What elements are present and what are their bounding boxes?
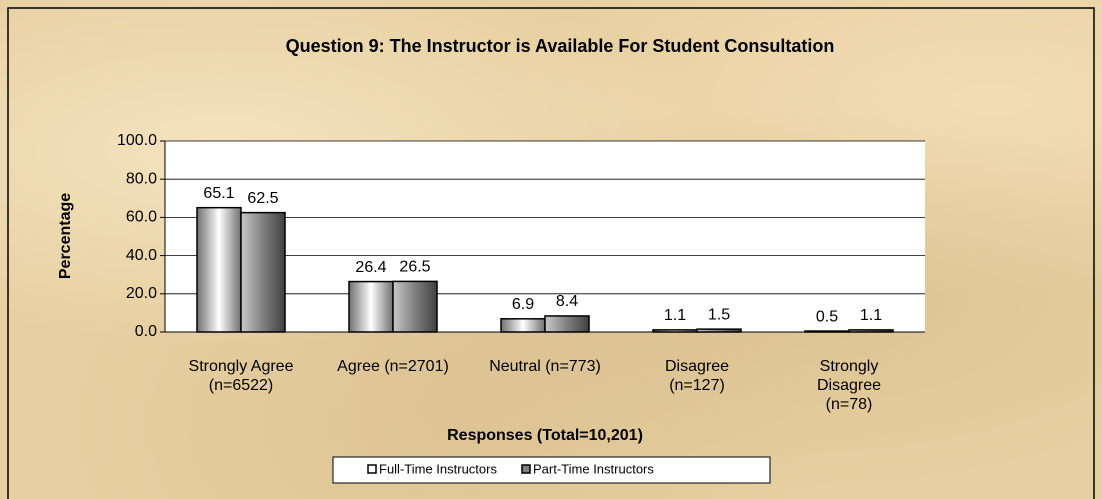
bar xyxy=(652,329,698,333)
chart-title: Question 9: The Instructor is Available … xyxy=(286,36,835,56)
x-tick-label: Agree (n=2701) xyxy=(337,358,449,375)
x-tick-label: Neutral (n=773) xyxy=(489,358,601,375)
x-axis-title: Responses (Total=10,201) xyxy=(447,427,643,444)
y-tick-label: 20.0 xyxy=(126,285,157,302)
legend-swatch xyxy=(521,464,531,474)
value-label: 26.5 xyxy=(399,259,430,276)
value-label: 26.4 xyxy=(355,259,386,276)
bar xyxy=(500,318,546,333)
legend-label: Part-Time Instructors xyxy=(533,461,654,476)
legend-swatch xyxy=(367,464,377,474)
bar xyxy=(392,280,438,333)
bar xyxy=(348,280,394,333)
bar xyxy=(804,330,850,333)
y-tick-label: 0.0 xyxy=(135,323,157,340)
x-tick-label: Strongly Agree (n=6522) xyxy=(188,358,294,394)
y-tick-label: 80.0 xyxy=(126,170,157,187)
chart-border xyxy=(7,7,1095,499)
value-label: 1.1 xyxy=(664,307,686,324)
legend-label: Full-Time Instructors xyxy=(379,461,497,476)
value-label: 6.9 xyxy=(512,296,534,313)
bar xyxy=(544,315,590,333)
value-label: 8.4 xyxy=(556,293,578,310)
y-axis-title: Percentage xyxy=(57,193,74,279)
value-label: 65.1 xyxy=(203,185,234,202)
y-tick-label: 100.0 xyxy=(117,132,157,149)
y-tick-label: 60.0 xyxy=(126,209,157,226)
value-label: 1.1 xyxy=(860,307,882,324)
bar xyxy=(196,206,242,333)
value-label: 62.5 xyxy=(247,190,278,207)
bar xyxy=(696,328,742,333)
bar xyxy=(848,329,894,333)
legend xyxy=(332,456,771,484)
y-tick-label: 40.0 xyxy=(126,247,157,264)
bar xyxy=(240,211,286,333)
x-tick-label: Strongly Disagree (n=78) xyxy=(816,358,882,413)
plot-area xyxy=(165,141,925,332)
value-label: 1.5 xyxy=(708,306,730,323)
x-tick-label: Disagree (n=127) xyxy=(664,358,730,394)
value-label: 0.5 xyxy=(816,308,838,325)
